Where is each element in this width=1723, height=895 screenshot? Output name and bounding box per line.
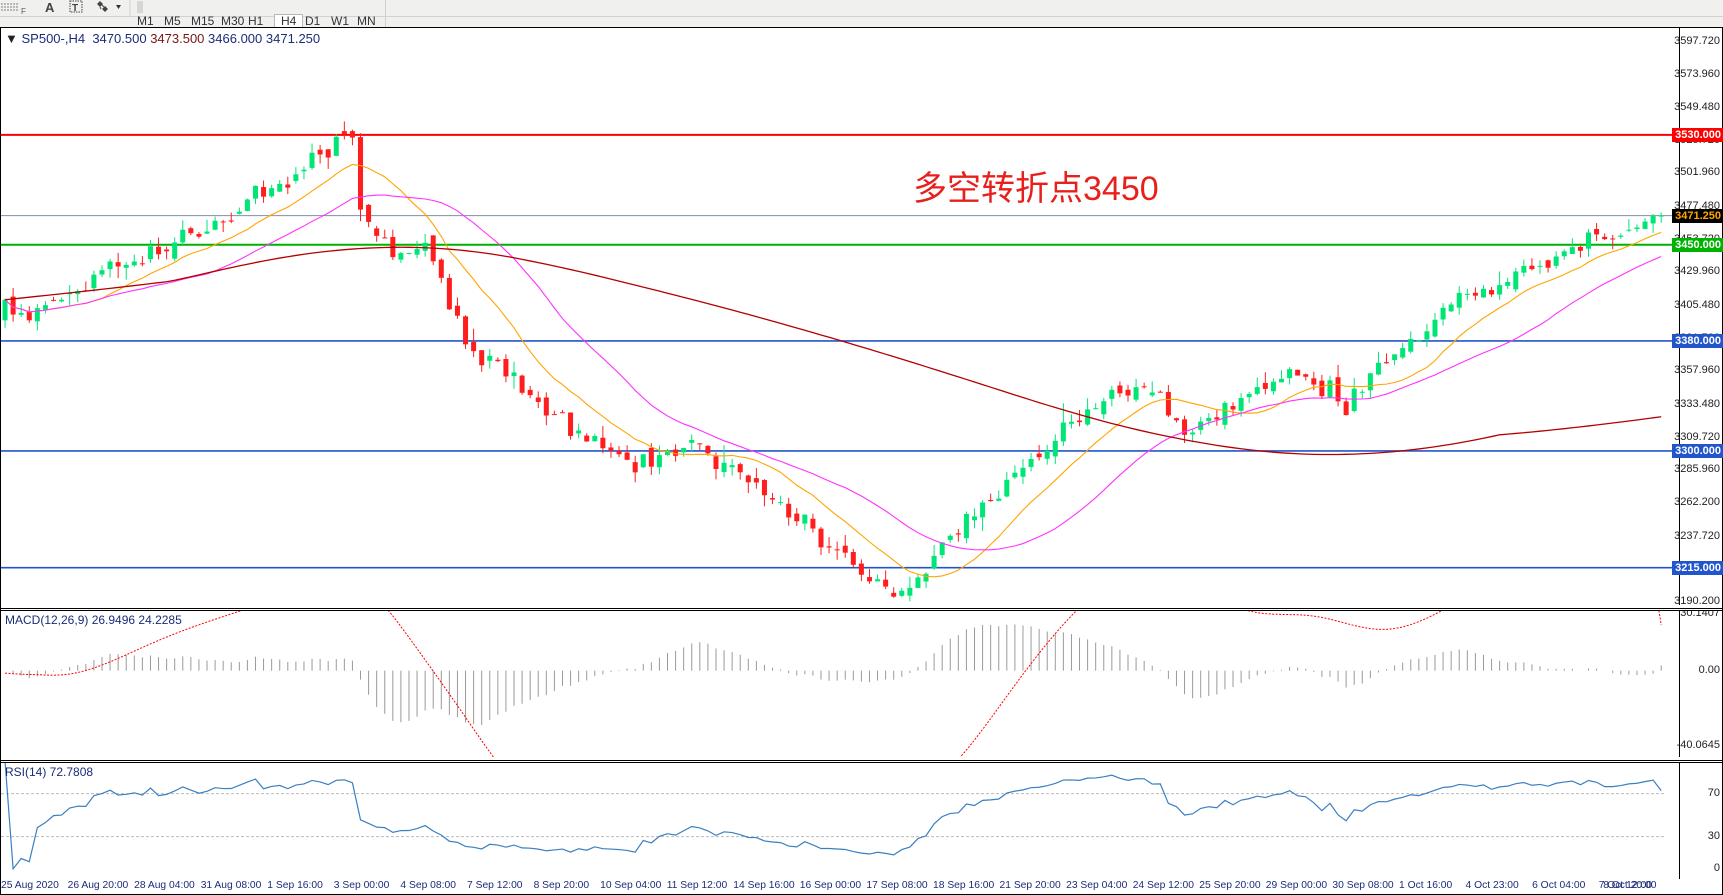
svg-text:A: A: [45, 0, 55, 15]
svg-text:F: F: [21, 7, 26, 16]
svg-text:T: T: [72, 3, 78, 14]
